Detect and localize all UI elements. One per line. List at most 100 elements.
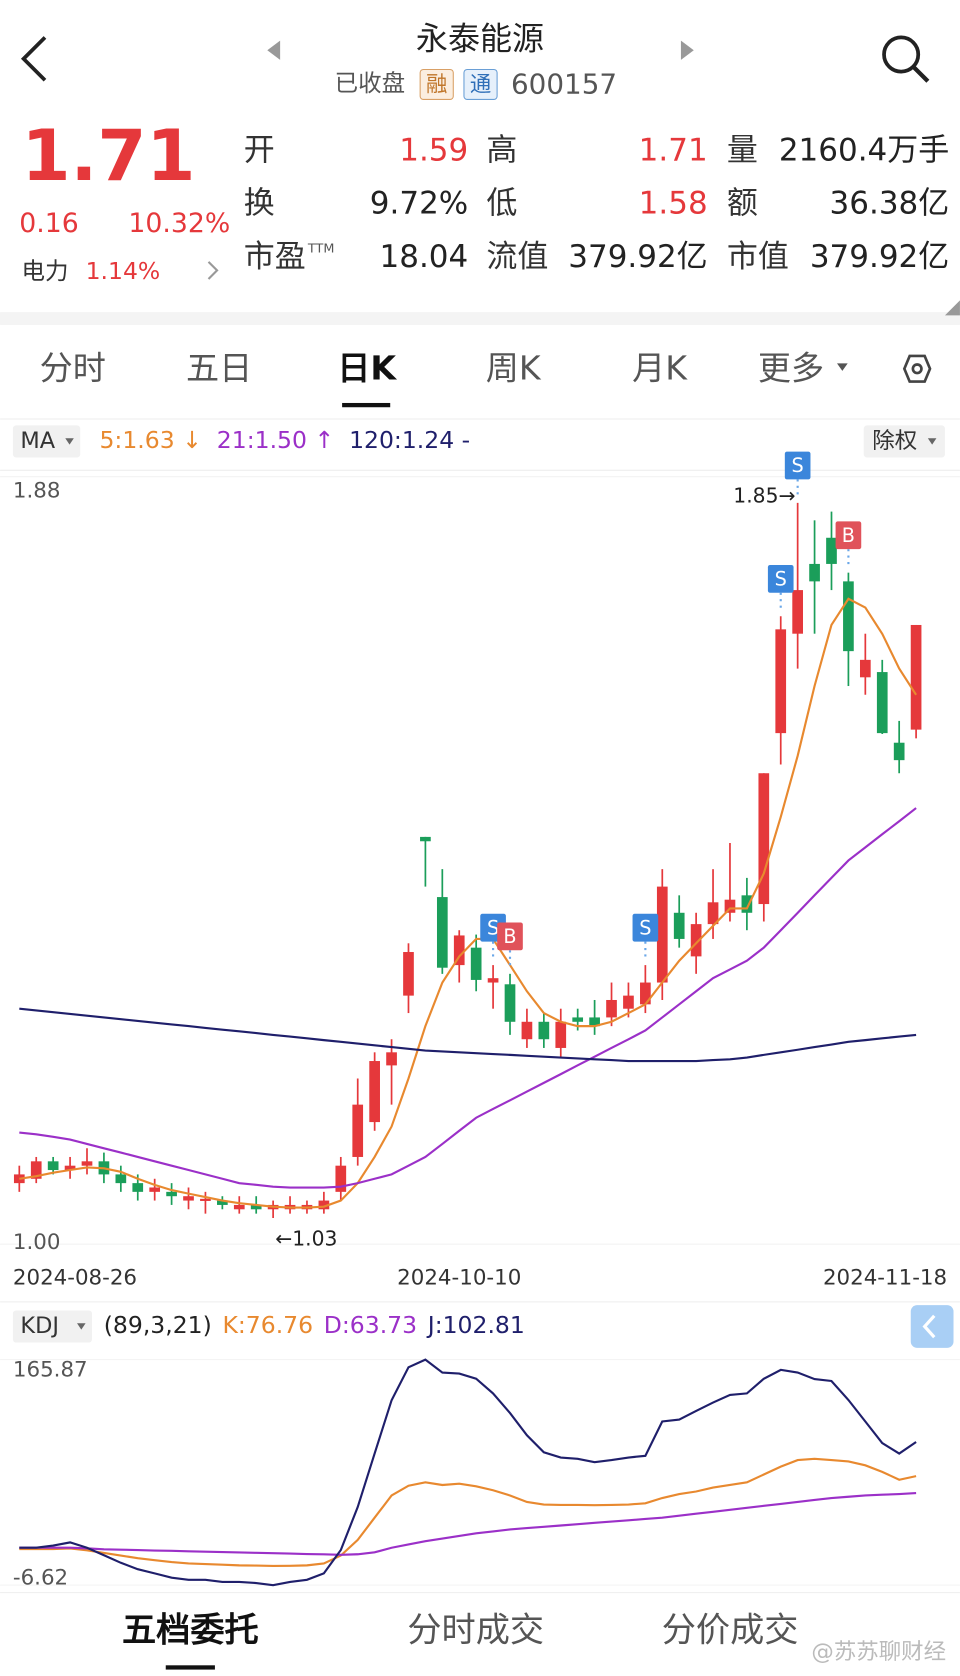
candle-body — [250, 1204, 262, 1210]
stat-label: 高 — [486, 132, 517, 168]
back-button[interactable] — [20, 36, 47, 82]
stat-value: 379.92亿 — [810, 239, 949, 275]
candle-body — [555, 1021, 567, 1048]
legend-entry: K:76.76 — [222, 1311, 313, 1339]
market-status: 已收盘 — [335, 69, 405, 97]
period-tabs: 分时 五日 日K 周K 月K 更多 — [40, 348, 932, 408]
signal-label: B — [842, 524, 855, 547]
candle-body — [369, 1061, 380, 1123]
signal-label: S — [639, 916, 651, 939]
indicator-button[interactable] — [12, 425, 81, 458]
adjust-label: 除权 — [872, 428, 917, 454]
settings-icon-dot — [911, 363, 923, 375]
candle-body — [453, 935, 465, 966]
candle-body — [893, 742, 905, 761]
stat-value: 1.71 — [639, 132, 708, 168]
watermark: @苏苏聊财经 — [811, 1639, 946, 1665]
price-change: 0.16 — [19, 208, 78, 239]
ma-line — [19, 1007, 917, 1063]
candle-body — [707, 902, 719, 925]
candle-body — [876, 672, 888, 734]
tag-box — [419, 68, 454, 100]
candle-body — [792, 590, 803, 634]
search-button[interactable] — [882, 35, 930, 83]
stat-value: 18.04 — [380, 239, 469, 275]
detail-tab[interactable]: 分时成交 — [407, 1611, 544, 1651]
legend-entry: 21:1.50 ↑ — [217, 426, 334, 454]
candle-body — [30, 1161, 42, 1179]
stat-label: 市值 — [727, 239, 789, 275]
candle-body — [47, 1161, 59, 1171]
candle-body — [318, 1200, 330, 1210]
signal-box — [767, 564, 794, 593]
candle-body — [758, 773, 770, 905]
indicator-button[interactable] — [12, 1310, 92, 1343]
signal-box — [632, 913, 659, 942]
signal-label: S — [775, 567, 787, 590]
period-tab[interactable]: 日K — [337, 348, 397, 387]
candle-body — [623, 995, 634, 1009]
period-tab[interactable]: 月K — [632, 348, 688, 387]
candle-body — [233, 1204, 245, 1210]
candle-body — [910, 624, 922, 730]
tag: 融 — [426, 73, 447, 98]
indicator-name: KDJ — [20, 1313, 59, 1339]
candle-body — [859, 659, 871, 678]
candle-body — [13, 1174, 25, 1184]
settings-icon[interactable] — [902, 354, 932, 383]
period-tab[interactable]: 分时 — [40, 348, 106, 387]
candle-body — [521, 1021, 533, 1040]
prev-stock[interactable] — [267, 40, 281, 60]
y-tick-label: 1.00 — [13, 1230, 61, 1255]
legend-entry: 5:1.63 ↓ — [99, 426, 201, 454]
candle-body — [386, 1052, 397, 1066]
candle-body — [826, 537, 837, 564]
sector-pct[interactable]: 1.14% — [86, 257, 161, 285]
candle-body — [656, 886, 668, 983]
candle-body — [166, 1191, 177, 1197]
tab-underline — [342, 402, 391, 408]
ma-line — [19, 597, 918, 1209]
period-tab[interactable]: 五日 — [186, 348, 252, 387]
ma-line — [19, 807, 917, 1189]
stat-label: 开 — [244, 132, 275, 168]
indicator-name: MA — [20, 428, 55, 454]
collapse-button[interactable] — [910, 1305, 954, 1348]
period-tab[interactable]: 更多 — [758, 348, 824, 387]
stat-label: 额 — [727, 186, 758, 222]
sector-label[interactable]: 电力 — [21, 257, 68, 285]
adjust-button[interactable] — [863, 425, 945, 458]
candle-body — [470, 947, 482, 980]
kline-chart: MA 5:1.63 ↓ 21:1.50 ↑ 120:1.24 - 除权 1.88 1.00 2… — [0, 425, 960, 1290]
stat-label: 流值 — [486, 239, 548, 275]
y-tick-label: 1.88 — [13, 479, 61, 504]
kdj-chart: KDJ (89,3,21) K:76.76 D:63.73 J:102.81 165.87… — [0, 1310, 960, 1591]
tag-box — [463, 68, 498, 100]
stock-code: 600157 — [511, 68, 617, 101]
legend-entry: J:102.81 — [426, 1311, 525, 1339]
signal-label: S — [792, 454, 804, 477]
stat-label: 低 — [486, 186, 517, 222]
dropdown-arrow — [927, 438, 937, 445]
candle-body — [640, 982, 651, 1005]
candle-body — [775, 629, 787, 734]
candle-body — [132, 1183, 144, 1192]
period-tab[interactable]: 周K — [486, 348, 542, 387]
x-tick-label: 2024-10-10 — [397, 1265, 521, 1290]
stat-value: 1.59 — [399, 132, 468, 168]
candle-body — [673, 912, 685, 939]
candle-body — [217, 1200, 228, 1205]
candle-body — [809, 563, 820, 582]
dropdown-arrow — [65, 438, 74, 445]
bottom-tabs: 五档委托 分时成交 分价成交 — [122, 1611, 799, 1670]
stat-value: 1.58 — [639, 186, 708, 222]
candle-body — [538, 1021, 550, 1040]
next-stock[interactable] — [680, 40, 694, 60]
candle-body — [724, 899, 736, 913]
tag: 通 — [470, 73, 491, 98]
detail-tab[interactable]: 分价成交 — [662, 1611, 799, 1651]
stat-label-sup: TTM — [307, 242, 334, 257]
candle-body — [843, 581, 854, 652]
detail-tab[interactable]: 五档委托 — [122, 1611, 259, 1651]
